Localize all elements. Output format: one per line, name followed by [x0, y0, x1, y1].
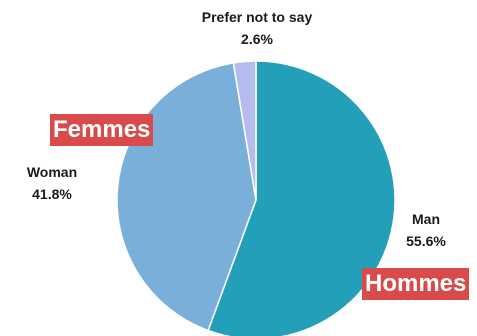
label-woman-value: 41.8%	[32, 186, 72, 202]
overlay-hommes: Hommes	[362, 268, 470, 300]
label-woman-name: Woman	[26, 164, 78, 180]
label-prefer-not-to-say-value: 2.6%	[241, 31, 273, 47]
label-woman: Woman 41.8%	[12, 161, 92, 205]
label-man: Man 55.6%	[394, 208, 458, 252]
pie-slice-prefer-not-to-say	[232, 60, 257, 201]
pie-slice-man	[207, 60, 396, 336]
label-prefer-not-to-say: Prefer not to say 2.6%	[172, 6, 342, 50]
label-prefer-not-to-say-name: Prefer not to say	[201, 9, 313, 25]
label-man-name: Man	[412, 211, 440, 227]
label-man-value: 55.6%	[406, 233, 446, 249]
overlay-femmes: Femmes	[50, 114, 154, 146]
